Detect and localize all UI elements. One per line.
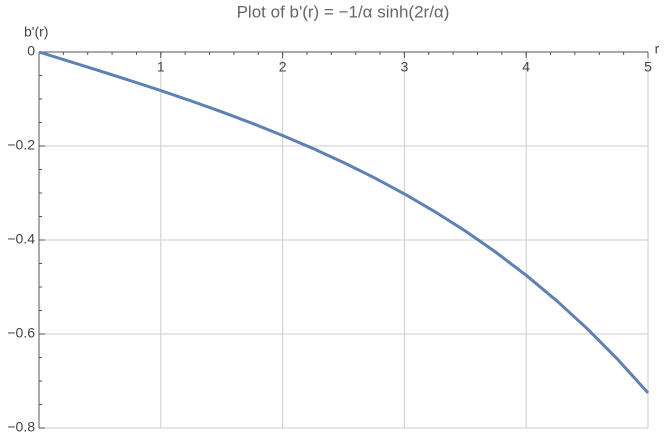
x-tick-label: 1 bbox=[157, 59, 165, 75]
y-tick-label: −0.8 bbox=[7, 419, 35, 435]
x-axis-label: r bbox=[655, 41, 660, 57]
y-tick-label: −0.2 bbox=[7, 137, 35, 153]
x-tick-label: 5 bbox=[644, 59, 652, 75]
y-tick-label: −0.4 bbox=[7, 231, 35, 247]
y-axis-label: b'(r) bbox=[24, 24, 48, 40]
x-tick-label: 3 bbox=[401, 59, 409, 75]
y-tick-label: −0.6 bbox=[7, 325, 35, 341]
data-line bbox=[38, 50, 650, 394]
y-tick-label: 0 bbox=[27, 43, 35, 59]
x-tick-label: 2 bbox=[279, 59, 287, 75]
chart-title: Plot of b'(r) = −1/α sinh(2r/α) bbox=[237, 2, 450, 21]
x-tick-label: 4 bbox=[522, 59, 530, 75]
